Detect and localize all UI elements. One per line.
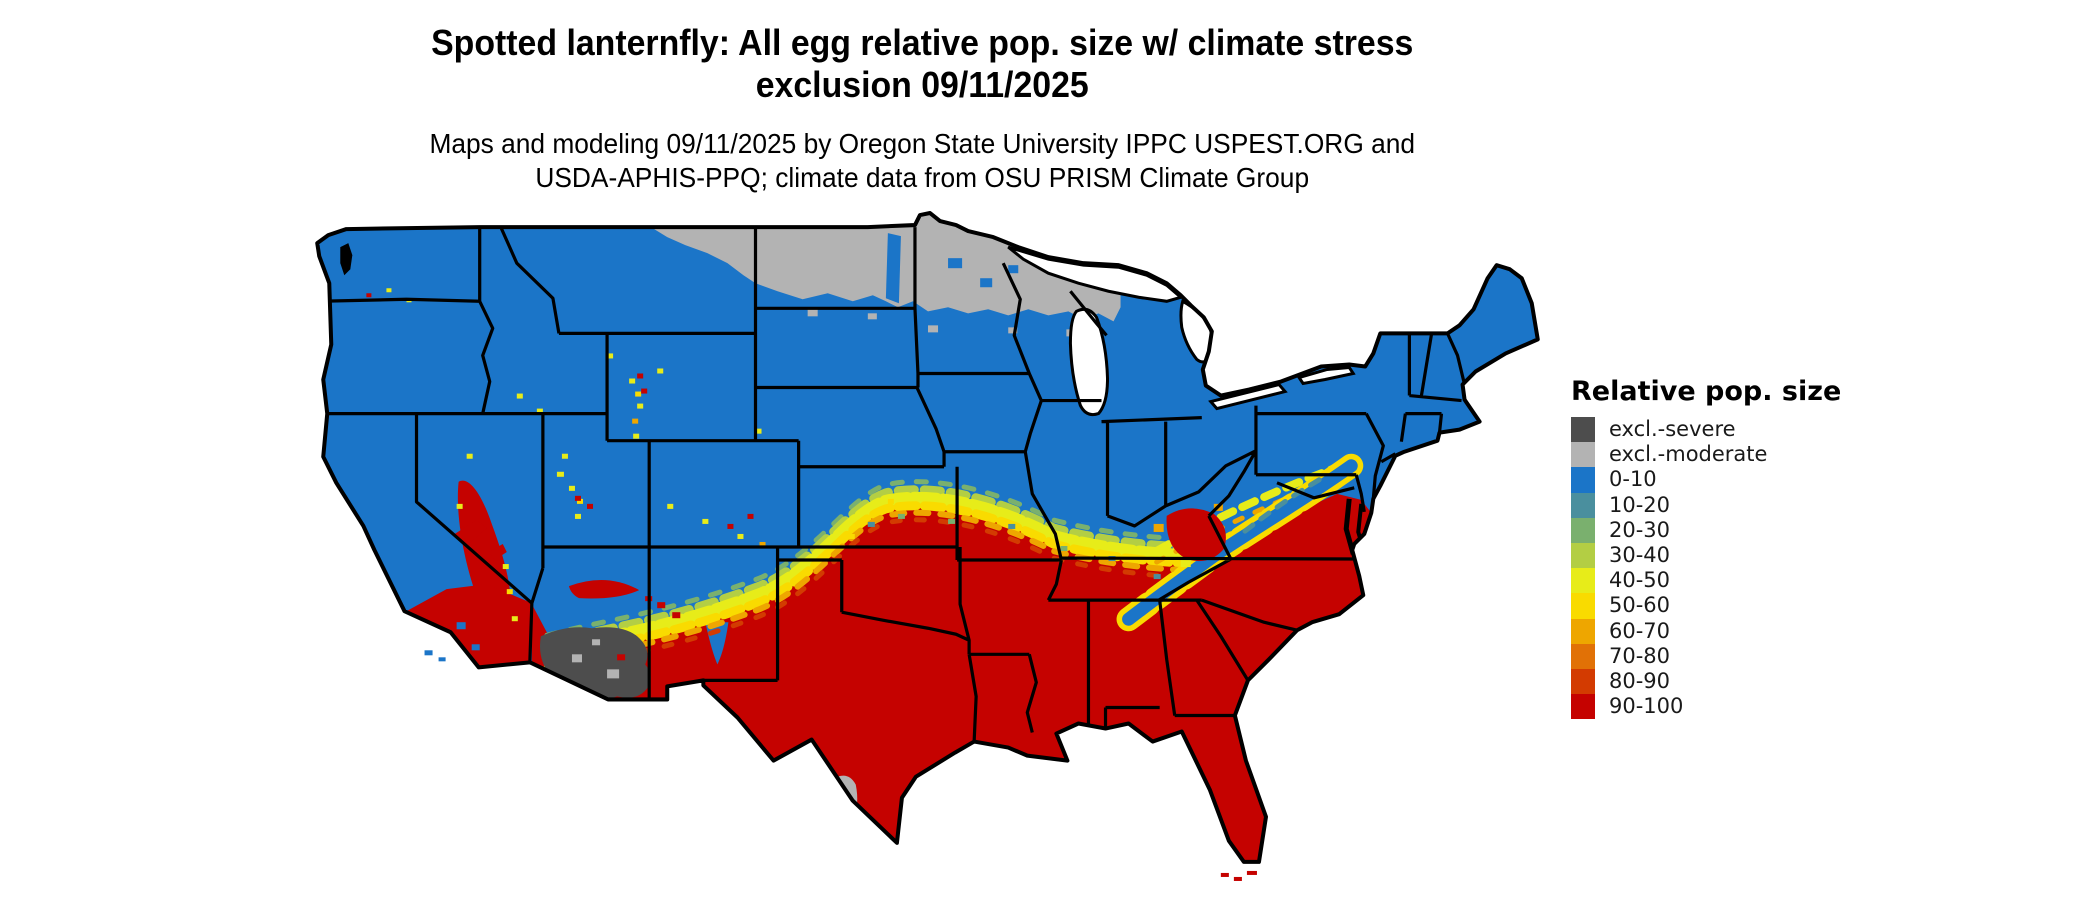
legend-swatch (1571, 568, 1595, 594)
legend-swatch (1571, 618, 1595, 644)
legend-label: 70-80 (1609, 643, 1671, 668)
legend-label: excl.-severe (1609, 417, 1736, 442)
legend-label: 40-50 (1609, 568, 1671, 593)
red-river-valley-blue-strip (885, 233, 901, 304)
legend-swatch (1571, 492, 1595, 518)
legend-label: 20-30 (1609, 517, 1671, 542)
legend-label: 10-20 (1609, 492, 1671, 517)
socal-blue-speck (456, 622, 466, 630)
legend-label: 60-70 (1609, 618, 1671, 643)
state-borders (320, 226, 1467, 742)
title-line-2: exclusion 09/11/2025 (755, 64, 1089, 105)
page-subtitle: Maps and modeling 09/11/2025 by Oregon S… (429, 127, 1415, 195)
legend-title: Relative pop. size (1571, 376, 1842, 407)
us-map-svg (306, 203, 1550, 881)
legend-swatch (1571, 467, 1595, 493)
appalachian-corridor (1129, 466, 1352, 619)
legend-item: excl.-moderate (1571, 442, 1871, 468)
legend-swatch (1571, 442, 1595, 468)
header-text-block: Spotted lanternfly: All egg relative pop… (429, 22, 1415, 195)
arizona-rim-streak (568, 579, 640, 599)
legend-label: excl.-moderate (1609, 442, 1768, 467)
subtitle-line-1: Maps and modeling 09/11/2025 by Oregon S… (429, 128, 1415, 159)
legend-item: 90-100 (1571, 694, 1871, 720)
legend: Relative pop. size excl.-severe excl.-mod… (1571, 376, 1871, 720)
legend-swatch (1571, 542, 1595, 569)
us-map (306, 203, 1550, 892)
socal-blue-speck (434, 636, 443, 643)
channel-islands (424, 650, 446, 662)
legend-swatch (1571, 668, 1595, 695)
subtitle-line-2: USDA-APHIS-PPQ; climate data from OSU PR… (535, 162, 1309, 193)
map-fill-layers (317, 213, 1538, 862)
legend-item: 10-20 (1571, 492, 1871, 518)
legend-label: 30-40 (1609, 543, 1671, 568)
legend-swatch (1571, 517, 1595, 543)
page-title: Spotted lanternfly: All egg relative pop… (429, 22, 1415, 106)
legend-swatch (1571, 417, 1595, 443)
legend-swatch (1571, 643, 1595, 669)
legend-item: 50-60 (1571, 593, 1871, 619)
legend-item: 0-10 (1571, 467, 1871, 493)
nevada-high-streak (488, 543, 507, 561)
legend-label: 0-10 (1609, 467, 1657, 492)
nevada-high-streak (454, 519, 487, 546)
legend-label: 50-60 (1609, 593, 1671, 618)
legend-items: excl.-severe excl.-moderate 0-10 10-20 20-30… (1571, 417, 1871, 720)
gray-band-blue-pocket (948, 258, 963, 269)
title-line-1: Spotted lanternfly: All egg relative pop… (430, 22, 1414, 63)
gray-band-blue-pocket (1008, 265, 1019, 274)
legend-swatch (1571, 593, 1595, 619)
great-lakes (1007, 245, 1356, 417)
lake-michigan (1068, 307, 1110, 417)
socal-blue-speck (471, 644, 480, 651)
legend-item: excl.-severe (1571, 417, 1871, 443)
region-severe-exclusion-arizona (539, 627, 651, 701)
legend-item: 60-70 (1571, 618, 1871, 644)
legend-item: 40-50 (1571, 568, 1871, 594)
puget-sound (340, 243, 353, 276)
header: Spotted lanternfly: All egg relative pop… (0, 22, 1844, 195)
southern-california-high (404, 584, 532, 667)
florida-keys (1220, 870, 1257, 881)
legend-item: 30-40 (1571, 542, 1871, 569)
lake-ontario (1296, 365, 1356, 386)
lake-erie (1208, 382, 1288, 411)
legend-label: 80-90 (1609, 668, 1671, 693)
legend-item: 80-90 (1571, 668, 1871, 695)
legend-label: 90-100 (1609, 694, 1684, 719)
gray-band-blue-pocket (980, 278, 993, 288)
legend-item: 70-80 (1571, 643, 1871, 669)
legend-swatch (1571, 694, 1595, 720)
legend-item: 20-30 (1571, 517, 1871, 543)
